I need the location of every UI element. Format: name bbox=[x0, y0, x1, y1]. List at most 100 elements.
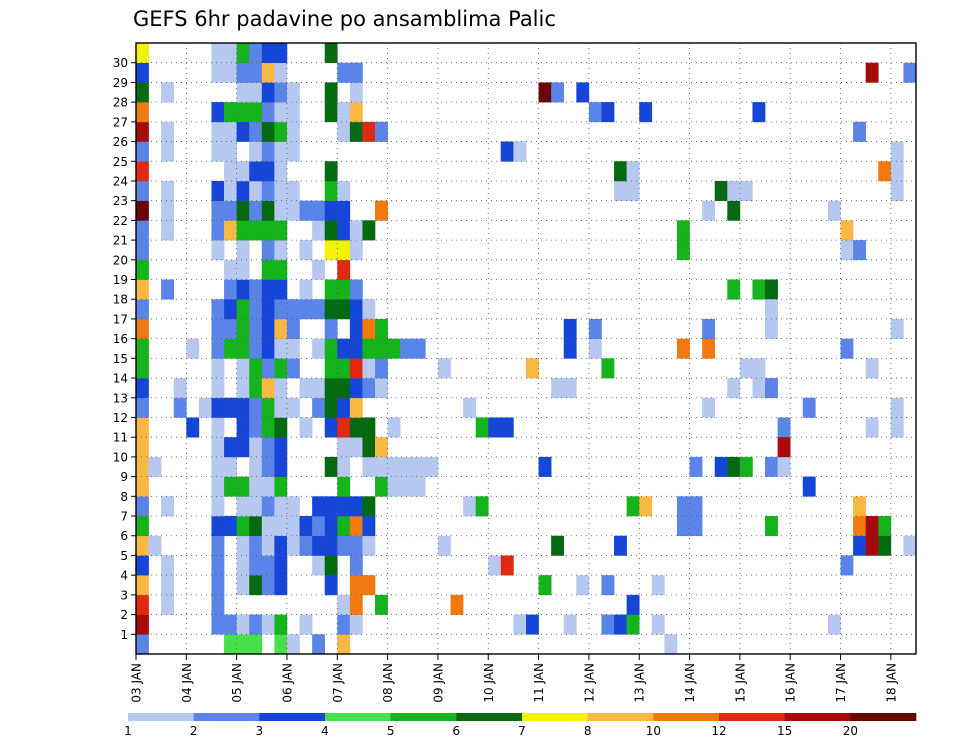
heatmap-cell bbox=[161, 180, 175, 201]
heatmap-cell bbox=[224, 634, 237, 655]
heatmap-cell bbox=[387, 456, 401, 477]
heatmap-cell bbox=[136, 220, 149, 241]
heatmap-cell bbox=[261, 220, 275, 241]
heatmap-cell bbox=[274, 299, 288, 320]
y-tick-label: 13 bbox=[113, 391, 128, 405]
heatmap-cell bbox=[375, 121, 388, 142]
heatmap-cell bbox=[375, 338, 388, 359]
heatmap-cell bbox=[689, 456, 703, 477]
heatmap-cell bbox=[236, 43, 250, 64]
heatmap-cell bbox=[500, 555, 514, 576]
heatmap-cell bbox=[236, 417, 250, 438]
heatmap-cell bbox=[136, 594, 149, 615]
heatmap-cell bbox=[324, 358, 338, 379]
heatmap-cell bbox=[349, 318, 363, 339]
heatmap-cell bbox=[513, 141, 527, 162]
heatmap-cell bbox=[249, 516, 263, 537]
heatmap-cell bbox=[274, 378, 288, 399]
heatmap-cell bbox=[337, 220, 351, 241]
y-tick-label: 22 bbox=[113, 214, 128, 228]
heatmap-cell bbox=[148, 535, 162, 556]
heatmap-cell bbox=[752, 358, 766, 379]
heatmap-cell bbox=[136, 141, 149, 162]
heatmap-cell bbox=[651, 614, 665, 635]
colorbar-label: 10 bbox=[646, 724, 661, 738]
heatmap-cell bbox=[312, 378, 326, 399]
heatmap-cell bbox=[249, 378, 263, 399]
heatmap-cell bbox=[337, 535, 351, 556]
colorbar-label: 8 bbox=[584, 724, 592, 738]
heatmap-cell bbox=[312, 338, 326, 359]
heatmap-cell bbox=[236, 437, 250, 458]
heatmap-cell bbox=[500, 141, 514, 162]
heatmap-cells bbox=[136, 43, 917, 655]
heatmap-cell bbox=[286, 102, 300, 123]
heatmap-cell bbox=[777, 456, 791, 477]
colorbar-label: 2 bbox=[190, 724, 198, 738]
heatmap-cell bbox=[375, 594, 388, 615]
heatmap-cell bbox=[362, 417, 376, 438]
heatmap-cell bbox=[249, 141, 263, 162]
colorbar-label: 4 bbox=[321, 724, 329, 738]
heatmap-cell bbox=[261, 102, 275, 123]
heatmap-cell bbox=[387, 476, 401, 497]
heatmap-cell bbox=[853, 121, 866, 142]
y-tick-label: 28 bbox=[113, 96, 128, 110]
heatmap-cell bbox=[362, 516, 376, 537]
heatmap-cell bbox=[136, 575, 149, 596]
heatmap-cell bbox=[211, 535, 225, 556]
heatmap-cell bbox=[261, 358, 275, 379]
heatmap-cell bbox=[224, 121, 237, 142]
x-tick-label: 08 JAN bbox=[381, 663, 395, 703]
heatmap-cell bbox=[299, 299, 313, 320]
chart-title: GEFS 6hr padavine po ansamblima Palic bbox=[133, 7, 556, 31]
heatmap-cell bbox=[727, 279, 741, 300]
heatmap-cell bbox=[375, 437, 388, 458]
y-tick-label: 30 bbox=[113, 56, 128, 70]
y-tick-label: 26 bbox=[113, 135, 128, 149]
heatmap-cell bbox=[211, 62, 225, 83]
heatmap-cell bbox=[337, 121, 351, 142]
heatmap-cell bbox=[362, 437, 376, 458]
heatmap-cell bbox=[412, 476, 426, 497]
heatmap-cell bbox=[299, 535, 313, 556]
y-tick-label: 11 bbox=[113, 431, 128, 445]
y-tick-label: 3 bbox=[120, 588, 128, 602]
heatmap-cell bbox=[236, 516, 250, 537]
heatmap-cell bbox=[802, 397, 816, 418]
heatmap-cell bbox=[274, 634, 288, 655]
heatmap-cell bbox=[362, 338, 376, 359]
heatmap-cell bbox=[312, 496, 326, 517]
heatmap-cell bbox=[274, 102, 288, 123]
heatmap-cell bbox=[236, 496, 250, 517]
heatmap-cell bbox=[136, 200, 149, 221]
heatmap-cell bbox=[551, 535, 565, 556]
heatmap-cell bbox=[211, 614, 225, 635]
heatmap-cell bbox=[261, 299, 275, 320]
heatmap-cell bbox=[249, 102, 263, 123]
y-tick-label: 14 bbox=[113, 372, 128, 386]
y-tick-label: 5 bbox=[120, 549, 128, 563]
heatmap-cell bbox=[337, 594, 351, 615]
heatmap-cell bbox=[349, 62, 363, 83]
heatmap-cell bbox=[349, 575, 363, 596]
heatmap-cell bbox=[752, 279, 766, 300]
heatmap-cell bbox=[224, 161, 237, 182]
heatmap-cell bbox=[274, 614, 288, 635]
heatmap-cell bbox=[274, 121, 288, 142]
heatmap-cell bbox=[400, 338, 414, 359]
heatmap-cell bbox=[236, 62, 250, 83]
heatmap-cell bbox=[765, 456, 778, 477]
x-tick-label: 06 JAN bbox=[280, 663, 294, 703]
heatmap-cell bbox=[136, 535, 149, 556]
heatmap-cell bbox=[236, 82, 250, 103]
heatmap-cell bbox=[614, 161, 627, 182]
heatmap-cell bbox=[274, 43, 288, 64]
heatmap-cell bbox=[337, 634, 351, 655]
heatmap-cell bbox=[324, 417, 338, 438]
heatmap-cell bbox=[236, 634, 250, 655]
heatmap-cell bbox=[324, 496, 338, 517]
heatmap-cell bbox=[324, 200, 338, 221]
heatmap-cell bbox=[236, 299, 250, 320]
heatmap-cell bbox=[349, 496, 363, 517]
